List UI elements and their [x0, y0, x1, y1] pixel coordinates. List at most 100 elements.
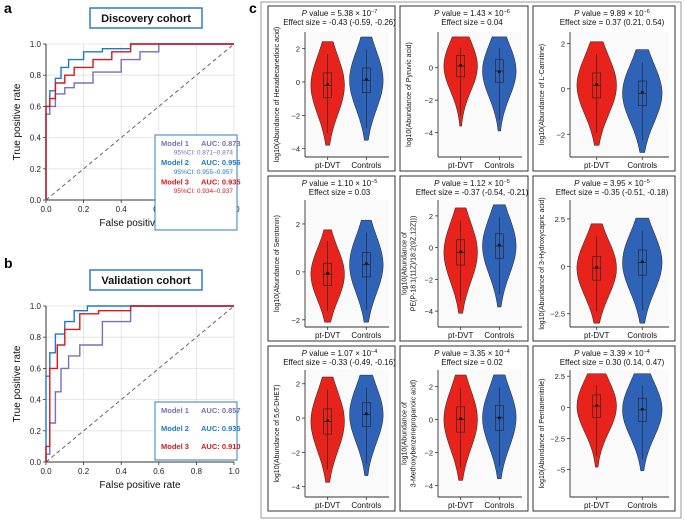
p-value-text: P value = 5.38 × 10−7 [302, 9, 378, 18]
y-axis-label: log10(Abundance of Serotonin) [274, 215, 281, 312]
chart-title: Discovery cohort [101, 13, 191, 25]
effect-size-text: Effect size = -0.35 (-0.51, -0.18) [556, 188, 669, 197]
y-tick-label: 1.0 [30, 302, 42, 311]
roc-curve-model-3 [45, 43, 234, 200]
mean-point [640, 260, 644, 264]
x-tick-label: Controls [484, 161, 514, 170]
y-tick-label: 0.8 [30, 71, 42, 80]
y-axis-label: log10(Abundance of L-Carnitine) [539, 44, 546, 145]
legend-auc-value: AUC: 0.910 [201, 442, 241, 451]
roc-curve-model-3 [45, 305, 234, 462]
mean-point [640, 90, 644, 94]
x-tick-label: Controls [627, 501, 657, 510]
x-tick-label: Controls [351, 501, 381, 510]
y-tick-label: 0 [429, 415, 433, 424]
x-tick-label: 1.0 [228, 467, 240, 476]
legend-auc-value: AUC: 0.857 [201, 406, 241, 415]
legend-model-name: Model 2 [161, 158, 189, 167]
effect-size-text: Effect size = 0.30 (0.14, 0.47) [560, 358, 665, 367]
y-tick-label: 0.2 [30, 427, 42, 436]
mean-point [364, 78, 368, 81]
y-tick-label: 0.4 [30, 134, 42, 143]
effect-size-text: Effect size = 0.03 [309, 188, 371, 197]
x-tick-label: Controls [484, 331, 514, 340]
legend-auc-value: AUC: 0.935 [201, 424, 241, 433]
chance-diagonal [45, 43, 235, 201]
legend-box [154, 134, 238, 231]
x-tick-label: 0.4 [116, 205, 128, 214]
x-tick-label: 0.0 [40, 205, 52, 214]
legend-ci-value: 95%CI: 0.871–0.874 [174, 150, 234, 157]
y-tick-label: 0.0 [30, 196, 42, 205]
mean-point [497, 416, 501, 420]
x-tick-label: pt-DVT [315, 161, 340, 170]
y-axis-label: True positive rate [12, 83, 23, 160]
y-tick-label: 2 [296, 45, 300, 54]
y-tick-label: 2 [296, 220, 300, 229]
effect-size-text: Effect size = -0.33 (-0.49, -0.16) [283, 358, 396, 367]
mean-point [595, 404, 599, 407]
y-tick-label: −2 [556, 130, 565, 139]
x-tick-label: Controls [627, 331, 657, 340]
y-tick-label: 0.2 [30, 165, 42, 174]
legend-ci-value: 95%CI: 0.955–0.957 [174, 169, 234, 176]
y-tick-label: 0 [429, 244, 433, 253]
y-axis-label: 3-Methoxybenzenepropanoic acid) [411, 380, 418, 487]
y-tick-label: −2 [424, 448, 433, 457]
y-axis-label: log10(Abundance of Pentanenitrile) [539, 379, 546, 489]
legend-box [154, 401, 238, 461]
y-tick-label: −2.5 [550, 434, 565, 443]
y-tick-label: −2 [291, 316, 300, 325]
x-tick-label: pt-DVT [448, 331, 473, 340]
p-value-text: P value = 1.12 × 10−5 [434, 179, 510, 188]
mean-point [326, 271, 330, 275]
panel-label-b: b [4, 255, 13, 271]
legend-model-name: Model 3 [161, 177, 189, 186]
mean-point [595, 265, 599, 269]
x-axis-label: False positive rate [99, 480, 181, 491]
x-tick-label: pt-DVT [448, 161, 473, 170]
y-tick-label: 2 [561, 39, 565, 48]
y-tick-label: 0.8 [30, 333, 42, 342]
y-tick-label: 0.0 [30, 458, 42, 467]
legend-ci-value: 95%CI: 0.934–0.937 [174, 188, 234, 195]
mean-point [459, 417, 463, 421]
y-tick-label: −2.5 [550, 310, 565, 319]
x-tick-label: pt-DVT [448, 501, 473, 510]
y-axis-label: log10(Abundance of 5,6-DHET) [274, 384, 281, 482]
y-tick-label: −4 [424, 129, 433, 138]
p-value-text: P value = 1.43 × 10−6 [434, 9, 510, 18]
y-tick-label: −4 [291, 145, 300, 154]
x-tick-label: pt-DVT [584, 161, 609, 170]
y-tick-label: −2 [291, 111, 300, 120]
y-tick-label: −4 [424, 307, 433, 316]
x-tick-label: 0.4 [116, 467, 128, 476]
x-tick-label: 0.2 [78, 205, 90, 214]
x-axis-label: False positive rate [99, 218, 181, 229]
p-value-text: P value = 3.39 × 10−4 [574, 349, 650, 358]
x-tick-label: pt-DVT [584, 331, 609, 340]
x-tick-label: pt-DVT [584, 501, 609, 510]
mean-point [326, 419, 330, 423]
chart-title-box [89, 7, 203, 29]
legend-model-name: Model 2 [161, 424, 189, 433]
y-tick-label: −2 [424, 96, 433, 105]
panel-label-a: a [4, 0, 12, 16]
y-tick-label: 0.6 [30, 364, 42, 373]
x-tick-label: 0.0 [40, 467, 52, 476]
y-tick-label: 0 [429, 64, 433, 73]
mean-point [595, 82, 599, 86]
y-tick-label: −4 [424, 481, 433, 490]
p-value-text: P value = 9.89 × 10−6 [574, 9, 650, 18]
y-tick-label: −5 [556, 466, 565, 475]
legend-auc-value: AUC: 0.873 [201, 139, 241, 148]
legend-model-name: Model 1 [161, 406, 189, 415]
roc-chart-validation: 0.0 0.2 0.4 0.6 0.8 1.0 0.0 0.2 0.4 0.6 0.8 1.0 Fals… [12, 269, 241, 491]
x-tick-label: 0.6 [153, 467, 165, 476]
